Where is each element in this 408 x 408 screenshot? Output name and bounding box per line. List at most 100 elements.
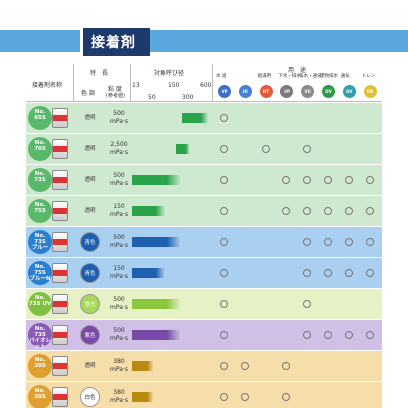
adhesive-table: 接着剤名称 特 長 色 調 粘 度 (参考値) 対象呼び径 13 150 600… <box>26 64 382 408</box>
viscosity-sub: (参考値) <box>106 93 125 99</box>
product-badge: No. 75S ブルーN <box>28 261 52 285</box>
table-row: No. 75S 透明 150 mPa·s <box>26 196 382 226</box>
usage-mark-icon <box>220 238 228 246</box>
product-name: 73S UV <box>28 301 52 307</box>
diameter-range-bar <box>132 206 166 216</box>
usage-mark-icon <box>365 176 374 184</box>
product-name: 73S <box>34 239 46 245</box>
product-can-icon <box>52 232 68 252</box>
usage-dv-icon: DV <box>322 85 335 98</box>
diameter-range-bar <box>132 175 182 185</box>
diameter-col-header: 対象呼び径 <box>154 70 185 77</box>
usage-mark-icon <box>365 269 374 277</box>
viscosity-value: 150 mPa·s <box>110 265 128 280</box>
page-title: 接着剤 <box>91 35 136 51</box>
usage-label: 給湯用 <box>257 74 272 79</box>
product-name: 70S <box>34 146 46 152</box>
usage-mark-icon <box>365 238 374 246</box>
usage-col-header: 用 途 <box>288 67 307 74</box>
product-can-icon <box>52 263 68 283</box>
product-name: 75S <box>34 270 46 276</box>
usage-mark-icon <box>324 176 332 184</box>
product-badge: No. 20S <box>28 385 52 408</box>
color-label: 透明 <box>84 208 96 214</box>
product-badge: No. 73S <box>28 168 52 192</box>
color-label: 青色 <box>80 263 100 283</box>
usage-mark-icon <box>344 269 353 277</box>
product-name: No. <box>34 171 46 177</box>
product-name: No. <box>34 388 46 394</box>
product-name: No. <box>34 295 46 301</box>
color-label: 透明 <box>84 363 96 369</box>
usage-mark-icon <box>303 176 312 184</box>
viscosity-value: 380 mPa·s <box>110 389 128 404</box>
usage-ht-icon: HT <box>259 85 273 98</box>
product-can-icon <box>52 294 68 314</box>
table-row: No. 73S ブルー 青色 500 mPa·s <box>26 227 382 257</box>
product-name: No. <box>34 233 46 239</box>
table-row: No. 73S 透明 500 mPa·s <box>26 165 382 195</box>
color-label: 蛍光 <box>80 294 100 314</box>
header-divider <box>26 101 382 102</box>
usage-mark-icon <box>220 176 228 184</box>
product-can-icon <box>52 139 68 159</box>
viscosity-col-header: 粘 度 <box>108 86 122 93</box>
product-name: No. <box>34 357 46 363</box>
product-can-icon <box>52 170 68 190</box>
product-badge: No. 73S バイオレット <box>28 323 52 350</box>
diameter-range-bar <box>176 144 190 154</box>
diameter-range-bar <box>132 330 182 340</box>
product-badge: No. 65S <box>28 106 52 130</box>
diameter-range-bar <box>132 237 182 247</box>
usage-mark-icon <box>220 207 228 215</box>
tick-13: 13 <box>132 82 140 89</box>
usage-mark-icon <box>240 393 249 401</box>
header-sep <box>73 64 74 102</box>
viscosity-value: 500 mPa·s <box>110 327 128 342</box>
product-can-icon <box>52 108 68 128</box>
product-name: ブルーN <box>29 276 51 282</box>
usage-mark-icon <box>240 362 249 370</box>
product-can-icon <box>52 356 68 376</box>
product-can-icon <box>52 325 68 345</box>
usage-mark-icon <box>220 145 228 153</box>
product-name: 20S <box>34 394 46 400</box>
product-name: 65S <box>34 115 46 121</box>
product-name: 73S <box>34 177 46 183</box>
usage-mark-icon <box>303 300 312 308</box>
tick-50: 50 <box>148 94 156 101</box>
tick-300: 300 <box>182 94 194 101</box>
usage-mark-icon <box>324 238 332 246</box>
usage-label: 建物排水 <box>320 74 338 79</box>
color-col-header: 色 調 <box>81 90 95 97</box>
usage-mark-icon <box>220 362 228 370</box>
usage-hi-icon: HI <box>238 85 252 98</box>
table-row: No. 20S 透明 380 mPa·s <box>26 351 382 381</box>
usage-label: 水 道 <box>216 74 227 79</box>
color-label: 透明 <box>84 115 96 121</box>
usage-vp-icon: VP <box>280 85 294 98</box>
table-row: No. 70S 透明 2,500 mPa·s <box>26 134 382 164</box>
product-name: No. <box>34 109 46 115</box>
usage-mark-icon <box>324 269 332 277</box>
table-row: No. 73S バイオレット 紫色 500 mPa·s <box>26 320 382 350</box>
usage-label: 下水・排水 <box>278 74 301 79</box>
product-badge: No. 75S <box>28 199 52 223</box>
usage-mark-icon <box>220 269 228 277</box>
header-sep <box>212 64 213 102</box>
usage-mark-icon <box>303 331 312 339</box>
usage-mark-icon <box>261 145 270 153</box>
usage-mark-icon <box>324 331 332 339</box>
usage-mark-icon <box>282 207 291 215</box>
product-name: 73S <box>34 332 46 338</box>
table-row: No. 20S 白色 380 mPa·s <box>26 382 382 408</box>
usage-mark-icon <box>344 331 353 339</box>
tick-600: 600 <box>200 82 212 89</box>
title-band <box>0 30 408 52</box>
viscosity-value: 500 mPa·s <box>110 110 128 125</box>
viscosity-value: 2,500 mPa·s <box>110 141 128 156</box>
viscosity-value: 500 mPa·s <box>110 296 128 311</box>
viscosity-value: 500 mPa·s <box>110 234 128 249</box>
usage-label: 通気 <box>340 74 350 79</box>
